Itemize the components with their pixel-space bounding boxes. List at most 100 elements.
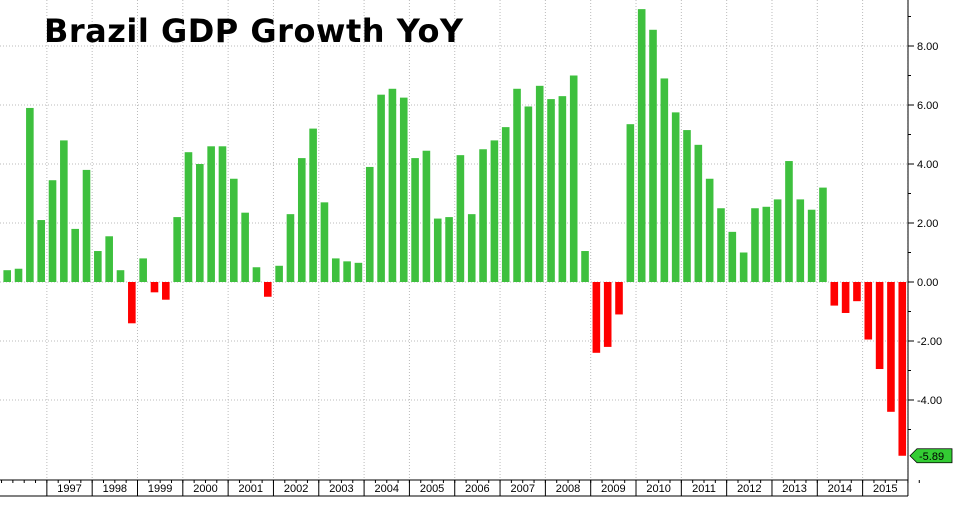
bar — [728, 231, 737, 282]
bar — [751, 208, 759, 282]
bar — [230, 178, 238, 282]
bar — [422, 150, 431, 282]
x-year-label: 1998 — [103, 483, 127, 495]
bar — [558, 96, 567, 283]
bar — [218, 146, 227, 282]
bar — [411, 158, 419, 282]
bar — [60, 140, 68, 282]
bar — [162, 282, 170, 300]
bar — [128, 282, 136, 324]
x-year-label: 2002 — [284, 483, 308, 495]
x-year-label: 2007 — [510, 483, 534, 495]
bar — [739, 252, 748, 282]
bar — [26, 107, 34, 282]
x-year-label: 2013 — [782, 483, 806, 495]
bar — [14, 268, 23, 282]
bar — [649, 29, 657, 283]
bar — [581, 251, 589, 282]
bar — [819, 187, 827, 282]
bar — [445, 217, 453, 282]
x-year-label: 1999 — [148, 483, 172, 495]
bar — [241, 212, 249, 282]
x-year-label: 2011 — [692, 483, 716, 495]
x-year-label: 2015 — [873, 483, 897, 495]
x-year-label: 2004 — [375, 483, 399, 495]
bar — [196, 164, 204, 282]
bar — [71, 228, 79, 282]
x-year-label: 2010 — [646, 483, 670, 495]
bar — [184, 152, 193, 282]
bar — [535, 85, 544, 282]
bar — [297, 158, 306, 282]
bar — [490, 140, 499, 282]
bar — [331, 258, 340, 282]
x-year-label: 1997 — [57, 483, 81, 495]
chart-title: Brazil GDP Growth YoY — [44, 12, 464, 50]
bar — [263, 282, 272, 297]
bar — [388, 88, 397, 283]
bar — [875, 282, 884, 370]
bar — [547, 99, 555, 282]
x-year-label: 2005 — [420, 483, 444, 495]
x-year-label: 2014 — [828, 483, 852, 495]
bar — [785, 161, 793, 282]
last-value-label: -5.89 — [919, 451, 944, 463]
bar — [116, 270, 125, 282]
bar — [830, 282, 839, 306]
bar — [694, 144, 703, 282]
bar — [82, 169, 91, 282]
bar — [513, 88, 521, 283]
bar — [354, 262, 363, 282]
bar — [150, 282, 159, 293]
bar — [615, 282, 623, 315]
bar — [501, 127, 510, 282]
x-year-label: 2001 — [239, 483, 263, 495]
x-year-label: 2000 — [193, 483, 217, 495]
bar — [864, 282, 873, 340]
bar — [377, 94, 385, 282]
y-tick-label: -2.00 — [917, 336, 942, 348]
bar — [320, 202, 329, 282]
last-value-marker — [909, 448, 953, 464]
bar — [807, 209, 816, 282]
bar — [773, 199, 782, 282]
x-year-label: 2008 — [556, 483, 580, 495]
bar — [671, 112, 680, 282]
bar — [286, 214, 295, 282]
bar — [637, 9, 646, 282]
bar — [365, 166, 374, 282]
x-year-label: 2009 — [601, 483, 625, 495]
y-tick-label: 2.00 — [917, 218, 938, 230]
bar — [433, 218, 442, 282]
bar — [275, 265, 283, 282]
y-tick-label: 4.00 — [917, 159, 938, 171]
x-year-label: 2003 — [329, 483, 353, 495]
bar — [173, 217, 181, 282]
bar — [252, 267, 261, 282]
bar — [841, 282, 850, 313]
bar — [626, 124, 635, 282]
y-tick-label: 6.00 — [917, 100, 938, 112]
bar — [139, 258, 147, 282]
bar — [762, 206, 771, 282]
bar — [592, 282, 601, 353]
bar — [853, 282, 861, 302]
x-year-label: 2006 — [465, 483, 489, 495]
bar — [569, 75, 578, 282]
bar — [524, 106, 533, 282]
bar — [603, 282, 612, 347]
y-tick-label: 8.00 — [917, 41, 938, 53]
y-tick-label: -4.00 — [917, 395, 942, 407]
bar — [48, 180, 57, 282]
bar — [37, 220, 45, 282]
bar — [887, 282, 895, 412]
bar — [94, 251, 102, 282]
bar — [479, 149, 487, 282]
bar — [207, 146, 215, 282]
bar — [3, 270, 11, 282]
bar — [456, 155, 465, 282]
bar — [309, 128, 317, 282]
y-tick-label: 0.00 — [917, 277, 938, 289]
